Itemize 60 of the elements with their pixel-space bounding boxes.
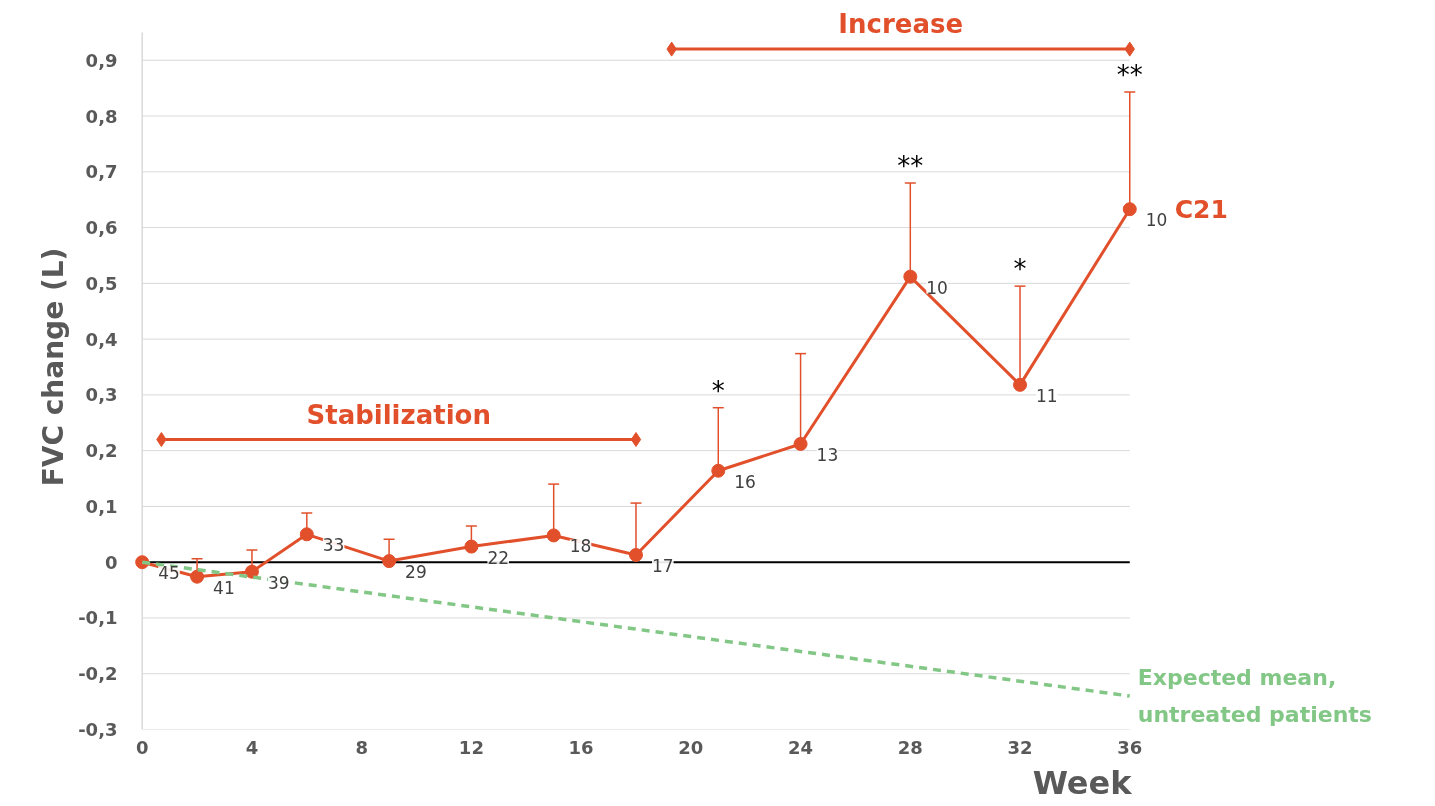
x-tick-label: 28 bbox=[897, 736, 923, 758]
y-tick-label: -0,3 bbox=[78, 719, 118, 740]
point bbox=[1013, 377, 1028, 392]
point bbox=[628, 547, 643, 562]
annotation: 13 bbox=[816, 444, 839, 465]
point bbox=[793, 436, 808, 451]
y-tick-label: 0,7 bbox=[85, 161, 118, 183]
point bbox=[244, 564, 259, 579]
x-tick-label: 32 bbox=[1007, 736, 1033, 758]
annotation: 17 bbox=[651, 555, 674, 576]
annotation: 10 bbox=[1145, 210, 1168, 231]
series-label: Expected mean, untreated patients bbox=[1137, 664, 1372, 728]
y-tick-label: 0 bbox=[104, 551, 118, 573]
series-label: Increase bbox=[838, 9, 964, 40]
x-tick-label: 20 bbox=[678, 736, 704, 758]
annotation: 29 bbox=[405, 562, 427, 583]
y-axis-title: FVC change (L) bbox=[37, 247, 71, 487]
y-tick-label: -0,2 bbox=[78, 663, 118, 685]
annotation: 41 bbox=[213, 577, 235, 598]
series-label: Stabilization bbox=[306, 399, 491, 430]
annotation: * bbox=[1013, 254, 1027, 285]
x-tick-label: 4 bbox=[245, 736, 259, 758]
y-tick-label: 0,2 bbox=[85, 440, 118, 462]
point bbox=[711, 463, 726, 478]
point bbox=[1122, 202, 1137, 217]
x-tick-label: 16 bbox=[568, 736, 594, 758]
annotation: 18 bbox=[569, 536, 592, 557]
x-tick-label: 24 bbox=[788, 736, 814, 758]
point bbox=[464, 539, 479, 554]
y-tick-label: 0,6 bbox=[85, 217, 118, 239]
annotation: 22 bbox=[487, 547, 510, 568]
point bbox=[382, 554, 397, 569]
point bbox=[190, 569, 205, 584]
point bbox=[630, 432, 642, 447]
y-tick-label: -0,1 bbox=[78, 607, 118, 629]
annotation: ** bbox=[1116, 60, 1143, 91]
x-tick-label: 8 bbox=[355, 736, 368, 758]
point bbox=[903, 269, 918, 284]
point bbox=[156, 432, 167, 447]
x-tick-label: 12 bbox=[458, 736, 484, 758]
y-tick-label: 0,8 bbox=[85, 105, 118, 127]
annotation: 33 bbox=[322, 535, 345, 556]
point bbox=[299, 527, 314, 542]
x-tick-label: 36 bbox=[1117, 736, 1143, 758]
y-tick-label: 0,9 bbox=[85, 49, 118, 71]
annotation: 10 bbox=[926, 277, 948, 298]
annotation: 45 bbox=[158, 563, 180, 584]
y-tick-label: 0,5 bbox=[85, 272, 118, 294]
x-tick-label: 0 bbox=[135, 736, 149, 758]
y-tick-label: 0,1 bbox=[85, 495, 118, 517]
y-tick-label: 0,3 bbox=[85, 384, 118, 406]
annotation: 39 bbox=[267, 572, 290, 593]
annotation: * bbox=[711, 375, 725, 406]
annotation: ** bbox=[897, 150, 924, 181]
x-axis-title: Week bbox=[1032, 763, 1133, 802]
annotation: 16 bbox=[734, 471, 756, 492]
series-label: C21 bbox=[1174, 194, 1228, 224]
y-tick-label: 0,4 bbox=[85, 328, 118, 350]
annotation: 11 bbox=[1036, 385, 1058, 406]
point bbox=[546, 528, 561, 543]
